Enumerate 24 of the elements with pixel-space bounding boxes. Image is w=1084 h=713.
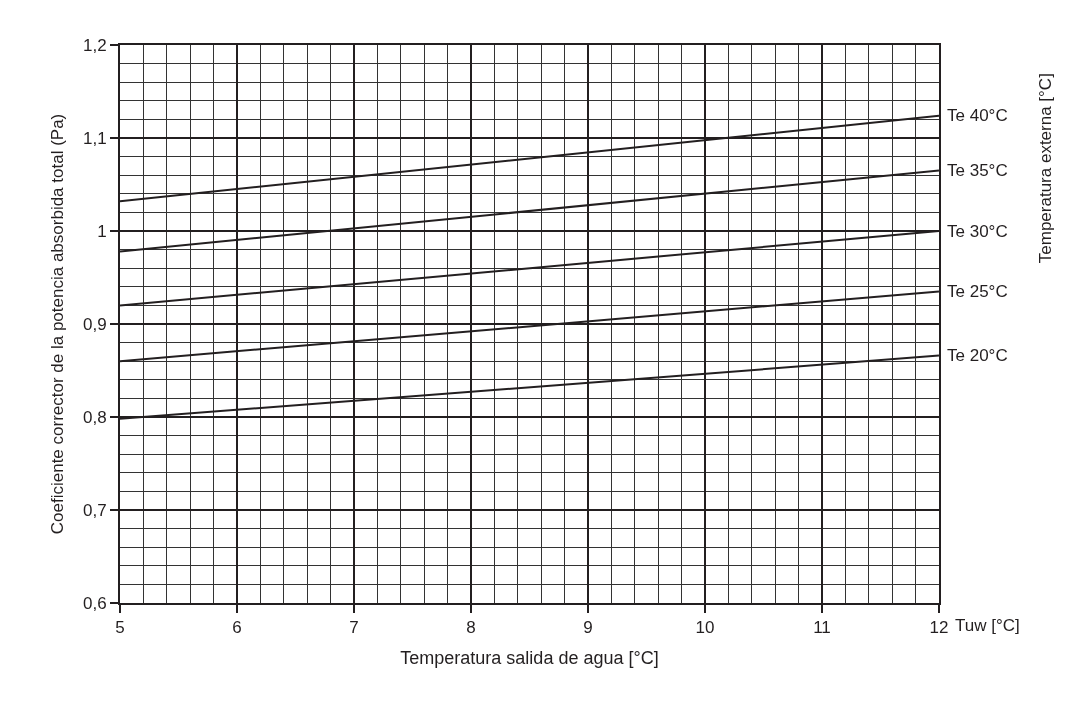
y-tick-label: 0,7 [82, 500, 107, 520]
text: Tuw [°C] [955, 616, 1020, 635]
x-axis-title: Temperatura salida de agua [°C] [400, 648, 659, 668]
x-tick-label: 5 [115, 618, 125, 638]
x-tick-label: 10 [695, 618, 715, 638]
x-tick-label: 6 [232, 618, 242, 638]
series-label: Te 20°C [947, 346, 1008, 365]
series-label: Te 30°C [947, 222, 1008, 241]
y-axis-title: Coeficiente corrector de la potencia absorbida total (Pa) [48, 113, 68, 535]
x-tick-label: 8 [466, 618, 476, 638]
y-tick-label: 0,8 [82, 407, 107, 427]
y-tick-label: 1,2 [82, 35, 107, 55]
x-tick-label: 12 [929, 618, 949, 638]
y-tick-label: 1,1 [82, 128, 107, 148]
series-label: Te 35°C [947, 161, 1008, 180]
y-tick-label: 1 [97, 221, 107, 241]
series-label: Te 25°C [947, 282, 1008, 301]
text: Temperatura externa [°C] [1035, 73, 1055, 264]
x-tick-label: 9 [583, 618, 593, 638]
x-tick-label: 11 [813, 618, 831, 638]
y-tick-label: 0,6 [82, 593, 107, 613]
y-tick-label: 0,9 [82, 314, 107, 334]
series-label: Te 40°C [947, 106, 1008, 125]
x-tick-label: 7 [349, 618, 359, 638]
